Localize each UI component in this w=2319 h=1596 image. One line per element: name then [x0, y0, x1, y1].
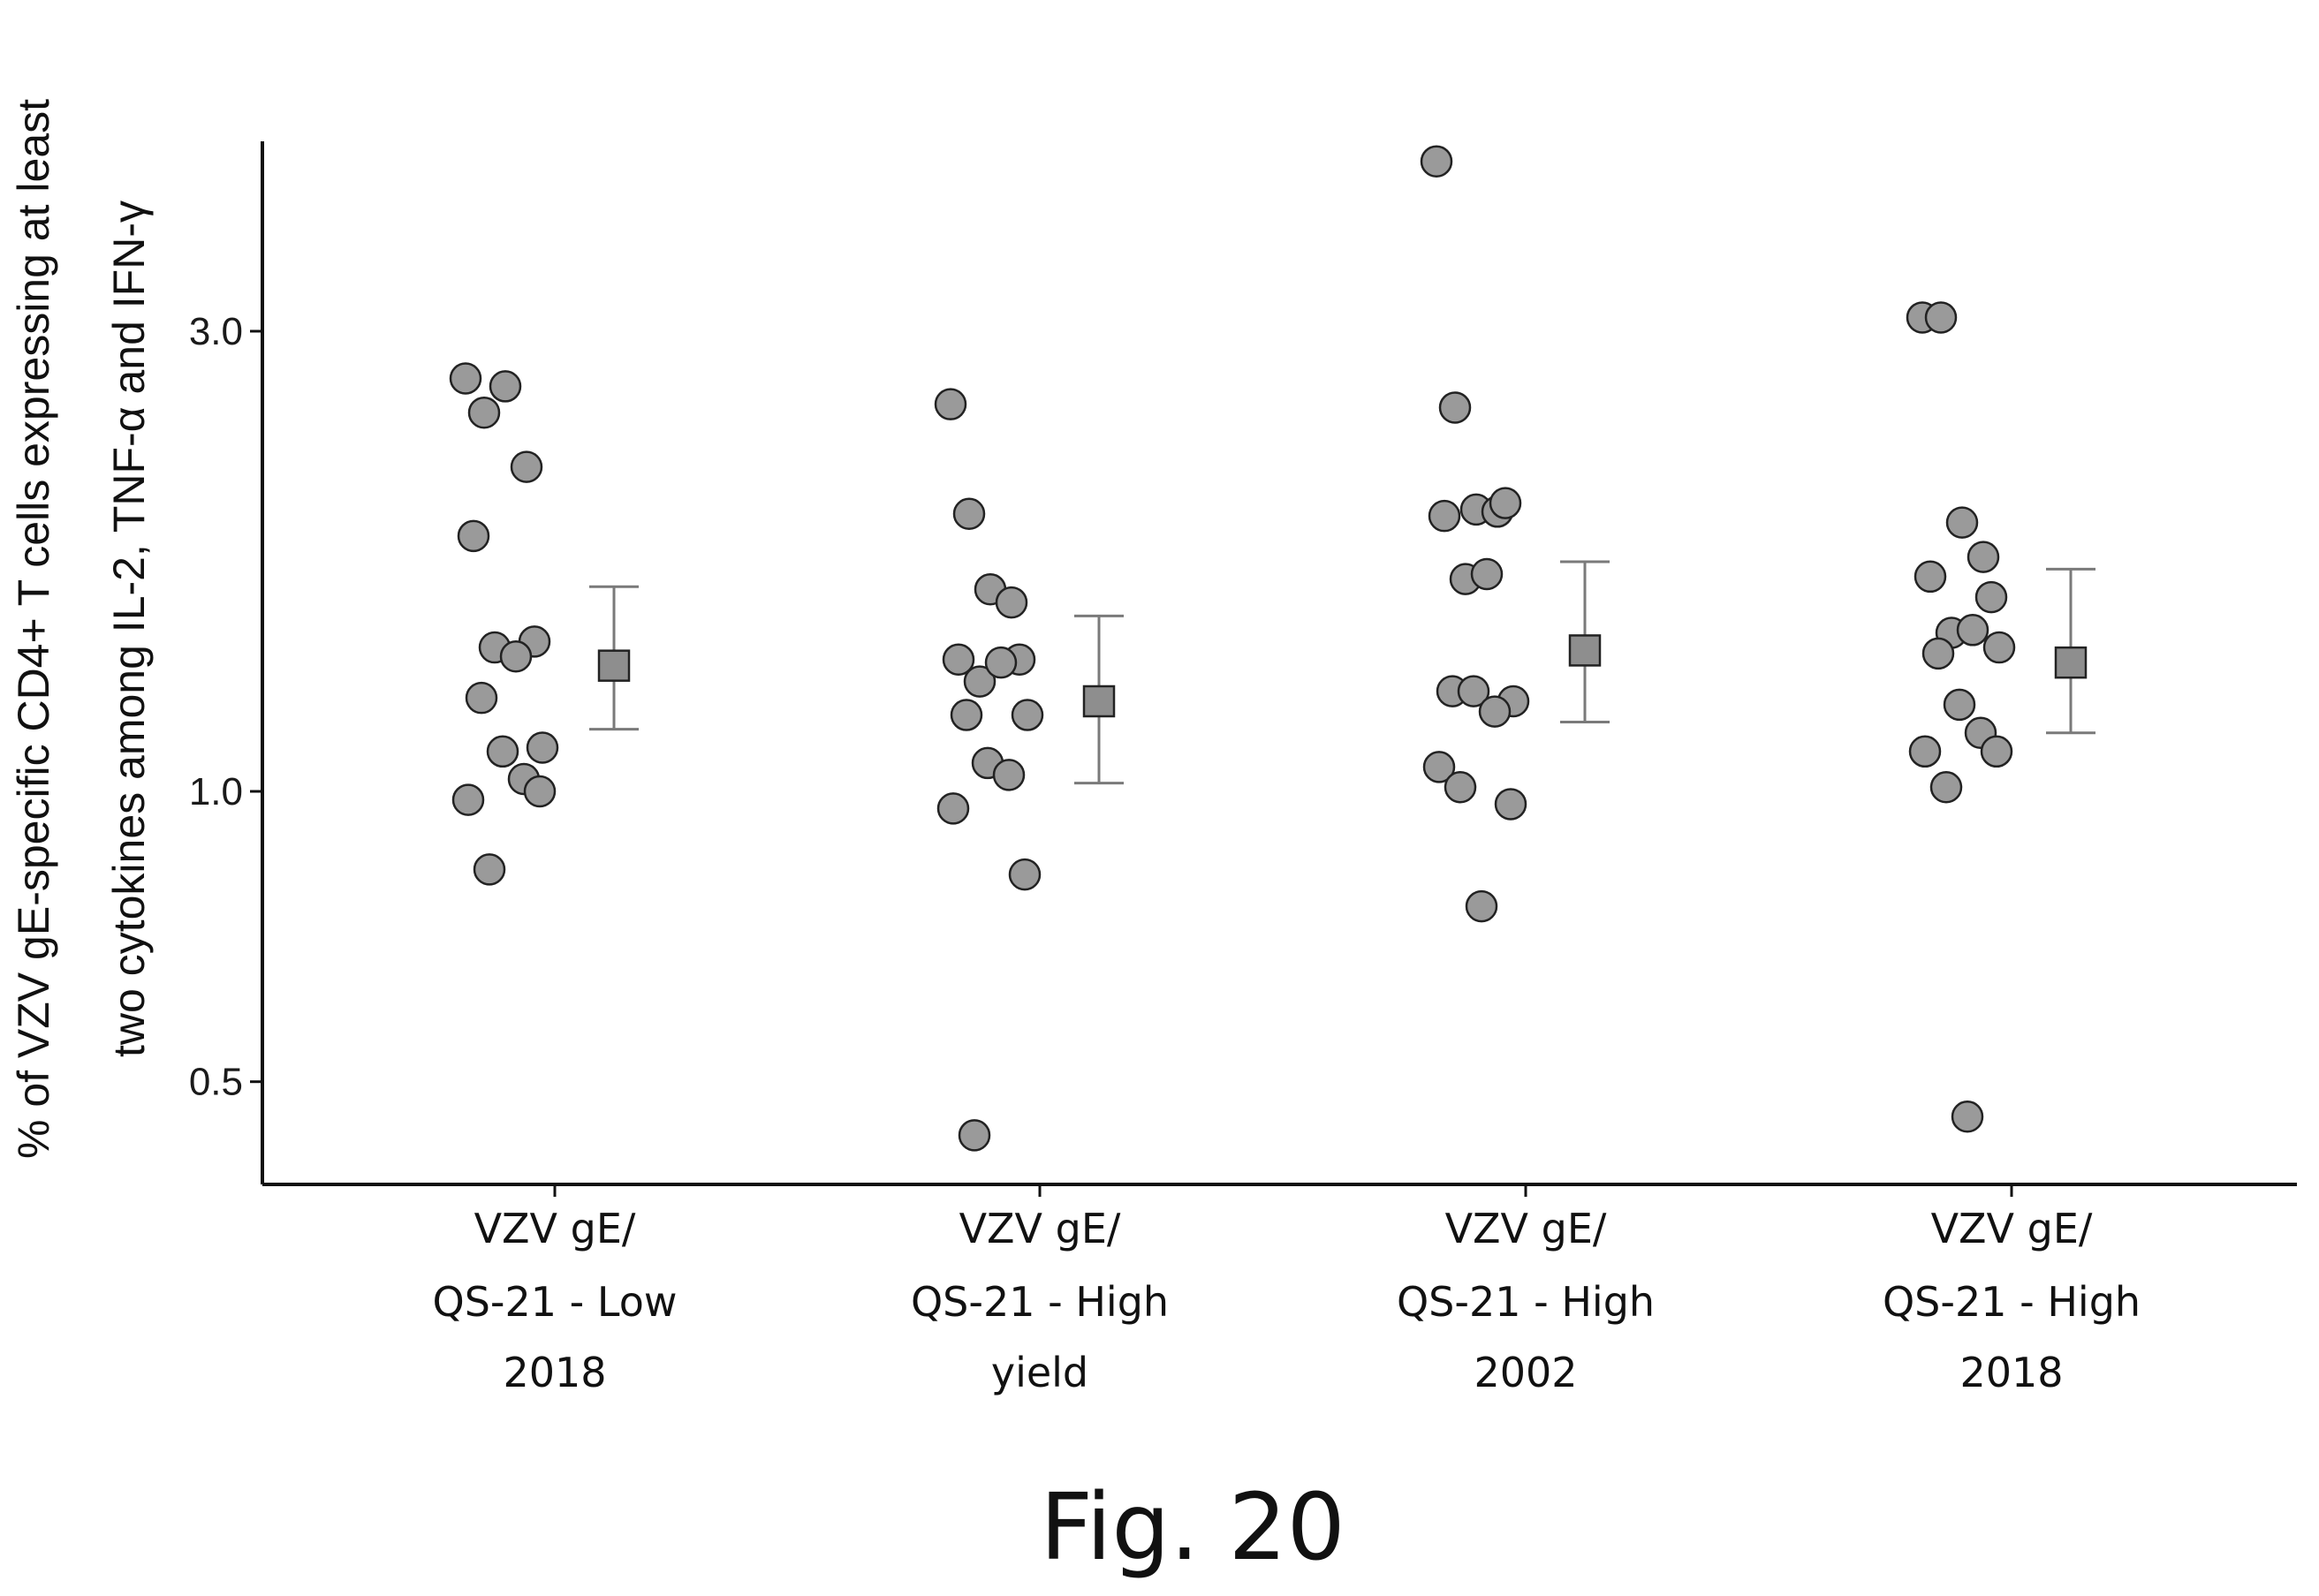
- data-point: [1478, 695, 1512, 728]
- y-axis-label: % of VZV gE-specific CD4+ T cells expres…: [9, 99, 154, 1159]
- x-category-label-line: QS-21 - High: [1397, 1278, 1655, 1326]
- data-point: [950, 699, 983, 731]
- summary-marker: [1568, 634, 1602, 667]
- data-point: [1914, 560, 1947, 594]
- data-point: [958, 1119, 991, 1152]
- data-point: [984, 646, 1018, 679]
- data-point: [1489, 487, 1522, 519]
- data-point: [1008, 858, 1042, 891]
- data-point: [1967, 541, 2000, 573]
- data-point: [1924, 301, 1958, 334]
- data-point: [449, 362, 482, 395]
- data-point: [1428, 499, 1461, 533]
- x-category-label-line: 2018: [1959, 1349, 2063, 1396]
- data-point: [992, 759, 1026, 791]
- y-tick-label: 1.0: [189, 770, 243, 813]
- data-point: [1980, 735, 2013, 768]
- summary-marker: [2054, 646, 2088, 679]
- data-point: [963, 665, 997, 698]
- data-point: [467, 396, 501, 429]
- data-point: [499, 640, 533, 673]
- data-point: [1908, 735, 1942, 768]
- data-point: [934, 388, 967, 420]
- data-point: [952, 497, 986, 530]
- data-point: [1011, 699, 1044, 731]
- data-point: [1438, 391, 1472, 424]
- y-tick-label: 0.5: [189, 1061, 243, 1104]
- data-point: [526, 731, 559, 764]
- data-point: [523, 775, 557, 808]
- x-category-label-line: yield: [991, 1349, 1088, 1396]
- data-point: [1982, 631, 2016, 664]
- data-point: [1951, 1101, 1984, 1133]
- y-axis-label-line-1: % of VZV gE-specific CD4+ T cells expres…: [9, 99, 58, 1159]
- data-point: [1457, 675, 1490, 707]
- x-category-label-line: VZV gE/: [474, 1205, 636, 1252]
- x-category-label-line: QS-21 - High: [1883, 1278, 2141, 1326]
- x-category-label-line: QS-21 - Low: [433, 1278, 678, 1326]
- data-point: [1422, 751, 1456, 783]
- data-point: [1956, 614, 1989, 647]
- data-point: [457, 519, 490, 553]
- x-category-label-line: VZV gE/: [1931, 1205, 2093, 1252]
- data-point: [1444, 771, 1477, 804]
- data-point: [486, 735, 519, 768]
- x-category-label-line: QS-21 - High: [911, 1278, 1169, 1326]
- data-point: [995, 586, 1028, 619]
- x-category-label-line: 2018: [503, 1349, 606, 1396]
- data-point: [1494, 788, 1527, 821]
- axes: [261, 141, 2297, 1186]
- data-point: [936, 792, 970, 825]
- data-point: [1420, 145, 1453, 178]
- x-category-label-line: VZV gE/: [1445, 1205, 1607, 1252]
- y-axis-label-line-2: two cytokines among IL-2, TNF-α and IFN-…: [104, 200, 154, 1057]
- data-point: [451, 783, 485, 816]
- data-point: [1929, 771, 1963, 804]
- data-point: [489, 370, 522, 403]
- data-point: [1974, 580, 2008, 614]
- data-point: [1945, 506, 1979, 539]
- x-ticks: VZV gE/QS-21 - Low 2018 VZV gE/QS-21 - Hig…: [433, 1184, 2141, 1396]
- x-category-label-line: 2002: [1474, 1349, 1577, 1396]
- data-point: [473, 853, 506, 886]
- data-point: [465, 681, 498, 715]
- y-tick-label: 3.0: [189, 310, 243, 353]
- data-point: [1921, 637, 1955, 670]
- data-point: [1470, 557, 1504, 591]
- data-marks: [449, 145, 2095, 1152]
- data-point: [942, 643, 975, 676]
- figure-caption: Fig. 20: [1040, 1473, 1345, 1581]
- summary-marker: [1082, 685, 1116, 718]
- data-point: [1465, 889, 1498, 923]
- data-point: [510, 450, 543, 483]
- y-ticks: 0.5 1.0 3.0: [189, 310, 262, 1104]
- summary-marker: [597, 649, 631, 682]
- data-point: [1943, 688, 1976, 722]
- x-category-label-line: VZV gE/: [959, 1205, 1121, 1252]
